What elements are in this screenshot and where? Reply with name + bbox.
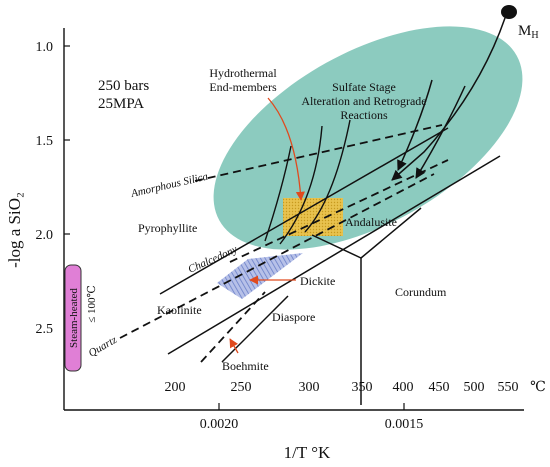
amorphous-silica-label: Amorphous Silica: [129, 170, 210, 200]
temp-label-400: 400: [393, 380, 414, 395]
mh-trajectory-arrow: [391, 17, 506, 181]
temp-label-200: 200: [165, 380, 186, 395]
hydrothermal-curve-2: [279, 125, 323, 245]
hydrothermal-endmember-box: [283, 198, 343, 236]
andalusite-corundum-line: [360, 207, 422, 259]
boehmite-solid-line: [221, 295, 289, 363]
pressure-bars: 250 bars: [98, 78, 149, 94]
temp-label-450: 450: [429, 380, 450, 395]
diaspore-label: Diaspore: [272, 310, 315, 324]
temp-label-350: 350: [352, 380, 373, 395]
y-tick-label-1: 1.0: [36, 40, 54, 55]
corundum-label: Corundum: [395, 285, 447, 299]
boehmite-red-arrow: [229, 338, 239, 354]
x-tick-label-2: 0.0015: [385, 417, 424, 432]
y-tick-label-2: 1.5: [36, 134, 54, 149]
hydrothermal-red-arrow: [267, 97, 305, 201]
y-tick-label-4: 2.5: [36, 322, 54, 337]
hydrothermal-curve-1: [264, 145, 292, 242]
temp-label-550: 550: [498, 380, 519, 395]
y-tick-label-3: 2.0: [36, 228, 54, 243]
temp-label-250: 250: [231, 380, 252, 395]
amorphous-silica-line: [194, 124, 443, 182]
chalcedony-line: [229, 159, 449, 263]
temp-label-300: 300: [299, 380, 320, 395]
dickite-label: Dickite: [300, 274, 335, 288]
andalusite-diaspore-boundary: [311, 234, 362, 259]
sulfate-stage-field: [213, 26, 523, 250]
sulfate-label-line1: Sulfate Stage: [332, 80, 396, 94]
andalusite-label: Andalusite: [345, 215, 397, 229]
pyrophyllite-kaolinite-line: [159, 127, 449, 295]
pyrophyllite-label: Pyrophyllite: [138, 221, 197, 235]
dickite-field: [217, 253, 303, 299]
steam-heated-condition: ≤ 100℃: [86, 285, 98, 323]
mh-label: MH: [518, 23, 539, 41]
hydrothermal-label-line1: Hydrothermal: [209, 66, 277, 80]
diaspore-andalusite-line: [167, 155, 501, 355]
boehmite-line: [200, 291, 266, 363]
temp-unit: ℃: [530, 380, 546, 395]
boehmite-label: Boehmite: [222, 359, 269, 373]
hydrothermal-label-line2: End-members: [209, 80, 277, 94]
mh-point: [501, 5, 517, 19]
steam-heated-label: Steam-heated: [68, 288, 80, 348]
steam-heated-bar: [64, 264, 82, 372]
sulfate-label-line3: Reactions: [340, 108, 388, 122]
quartz-line: [119, 173, 435, 339]
sulfate-arrow-1: [397, 79, 433, 171]
y-axis-title: -log a SiO₂: [5, 192, 24, 268]
temp-label-500: 500: [464, 380, 485, 395]
hydrothermal-curve-3: [304, 119, 351, 233]
x-axis-title: 1/T °K: [284, 443, 331, 462]
x-tick-label-1: 0.0020: [200, 417, 239, 432]
pressure-mpa: 25MPA: [98, 96, 144, 112]
chalcedony-label: Chalcedony: [186, 243, 239, 275]
sulfate-label-line2: Alteration and Retrograde: [301, 94, 426, 108]
kaolinite-label: Kaolinite: [157, 303, 202, 317]
quartz-label: Quartz: [87, 334, 120, 360]
